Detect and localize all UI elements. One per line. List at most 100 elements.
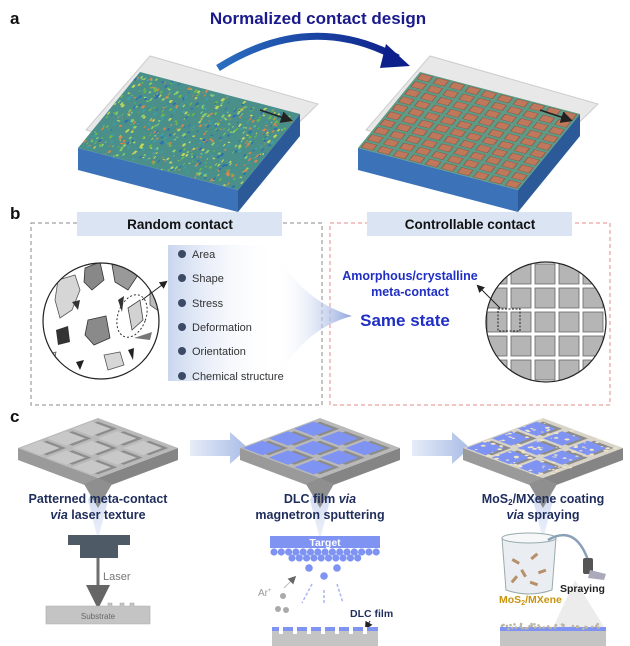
factor-list: Area Shape Stress Deformation Orientation Che… <box>178 249 284 383</box>
coating-flake <box>527 446 532 449</box>
contact-cell <box>421 139 438 149</box>
contact-cell <box>471 124 489 134</box>
coating-flake <box>530 428 534 430</box>
contact-cell <box>415 146 432 156</box>
contact-cell <box>401 115 419 125</box>
contact-cell <box>424 158 442 168</box>
target-atoms <box>270 548 380 580</box>
contact-cell <box>423 112 441 122</box>
coating-flake <box>480 444 486 447</box>
random-contact-circle <box>42 262 160 380</box>
contact-cell <box>481 136 499 146</box>
grid-cell <box>463 312 483 332</box>
coating-flake <box>518 445 523 447</box>
contact-cell <box>411 127 428 137</box>
contact-cell <box>456 167 474 176</box>
grid-cell <box>486 335 508 357</box>
dlc-film-layer <box>272 627 378 634</box>
coating-flake <box>509 463 513 465</box>
contact-cell <box>452 101 469 111</box>
substrate-label: Substrate <box>81 612 116 621</box>
coating-flake <box>517 465 523 468</box>
coating-flake <box>509 436 513 438</box>
zoom-arrow <box>141 280 168 301</box>
grid-cell <box>463 240 483 260</box>
coating-flake <box>544 426 550 429</box>
coating-flake <box>497 448 503 451</box>
contact-cell <box>535 141 553 151</box>
factor-item: Shape <box>192 273 224 285</box>
coating-flake <box>521 451 527 454</box>
controllable-contact-tab <box>367 212 572 236</box>
coating-flake <box>563 466 568 468</box>
coating-flake <box>490 442 496 445</box>
grid-cell <box>558 335 580 357</box>
step-arrow-2 <box>412 432 470 464</box>
contact-cell <box>528 102 546 112</box>
contact-cell <box>472 171 490 181</box>
contact-cell <box>490 102 507 111</box>
coating-flake <box>528 469 533 472</box>
contact-cell <box>376 146 394 155</box>
coating-flake <box>569 429 575 432</box>
contact-cell <box>433 124 451 133</box>
svg-text:via spraying: via spraying <box>507 508 580 522</box>
contact-cell <box>416 73 434 83</box>
step-caption-2: DLC film via magnetron sputtering <box>255 492 384 522</box>
grid-cell <box>487 384 507 404</box>
contact-cell <box>391 103 409 113</box>
design-title: Normalized contact design <box>210 9 426 28</box>
contact-cell <box>468 105 485 115</box>
contact-cell <box>420 92 437 102</box>
contact-cell <box>399 142 416 152</box>
same-state-label: Same state <box>360 311 450 330</box>
grid-cell <box>583 384 603 404</box>
coating-flake <box>564 438 570 441</box>
deposition-arrows <box>301 583 344 604</box>
coating-flake <box>567 466 573 469</box>
contact-cell <box>455 120 473 130</box>
raised-square <box>294 460 333 475</box>
factor-item: Deformation <box>192 322 252 334</box>
coating-flake <box>600 446 604 448</box>
contact-cell <box>408 154 426 164</box>
coating-flake <box>529 472 533 474</box>
argon-label: Ar+ <box>258 588 272 599</box>
contact-cell <box>485 156 502 165</box>
contact-cell <box>453 147 470 157</box>
contact-cell <box>392 150 410 160</box>
coating-flake <box>500 451 503 453</box>
coating-flake <box>519 449 526 452</box>
coating-flake <box>540 439 546 442</box>
contact-cell <box>500 113 517 123</box>
step-caption-1: Patterned meta-contact via laser texture <box>29 492 169 522</box>
contact-cell <box>447 155 464 165</box>
coating-flake <box>589 453 595 456</box>
contact-cell <box>480 90 498 100</box>
bullet-icon <box>178 323 186 331</box>
svg-text:via laser texture: via laser texture <box>50 508 145 522</box>
substrate <box>45 602 151 625</box>
coating-flake <box>482 440 488 443</box>
contact-cell <box>426 85 443 95</box>
coating-flake <box>605 447 611 450</box>
coating-flake <box>508 435 511 437</box>
grid-cell <box>511 240 531 260</box>
contact-cell <box>501 160 518 170</box>
factor-item: Area <box>192 249 216 261</box>
grid-cell <box>583 240 603 260</box>
contact-cell <box>414 100 431 110</box>
random-surface-slab <box>78 55 319 212</box>
grid-cell <box>582 359 604 381</box>
contact-cell <box>474 97 491 107</box>
contact-cell <box>427 131 444 141</box>
contact-cell <box>548 126 565 136</box>
selected-asperity-outline <box>116 294 148 338</box>
meta-contact-label-2: meta-contact <box>371 285 450 299</box>
spray-gun <box>583 558 606 580</box>
coating-flake <box>539 472 544 475</box>
meta-contact-label-1: Amorphous/crystalline <box>342 269 477 283</box>
contact-cell <box>446 108 463 118</box>
transform-arrow <box>216 32 400 71</box>
contact-cell <box>519 137 537 147</box>
